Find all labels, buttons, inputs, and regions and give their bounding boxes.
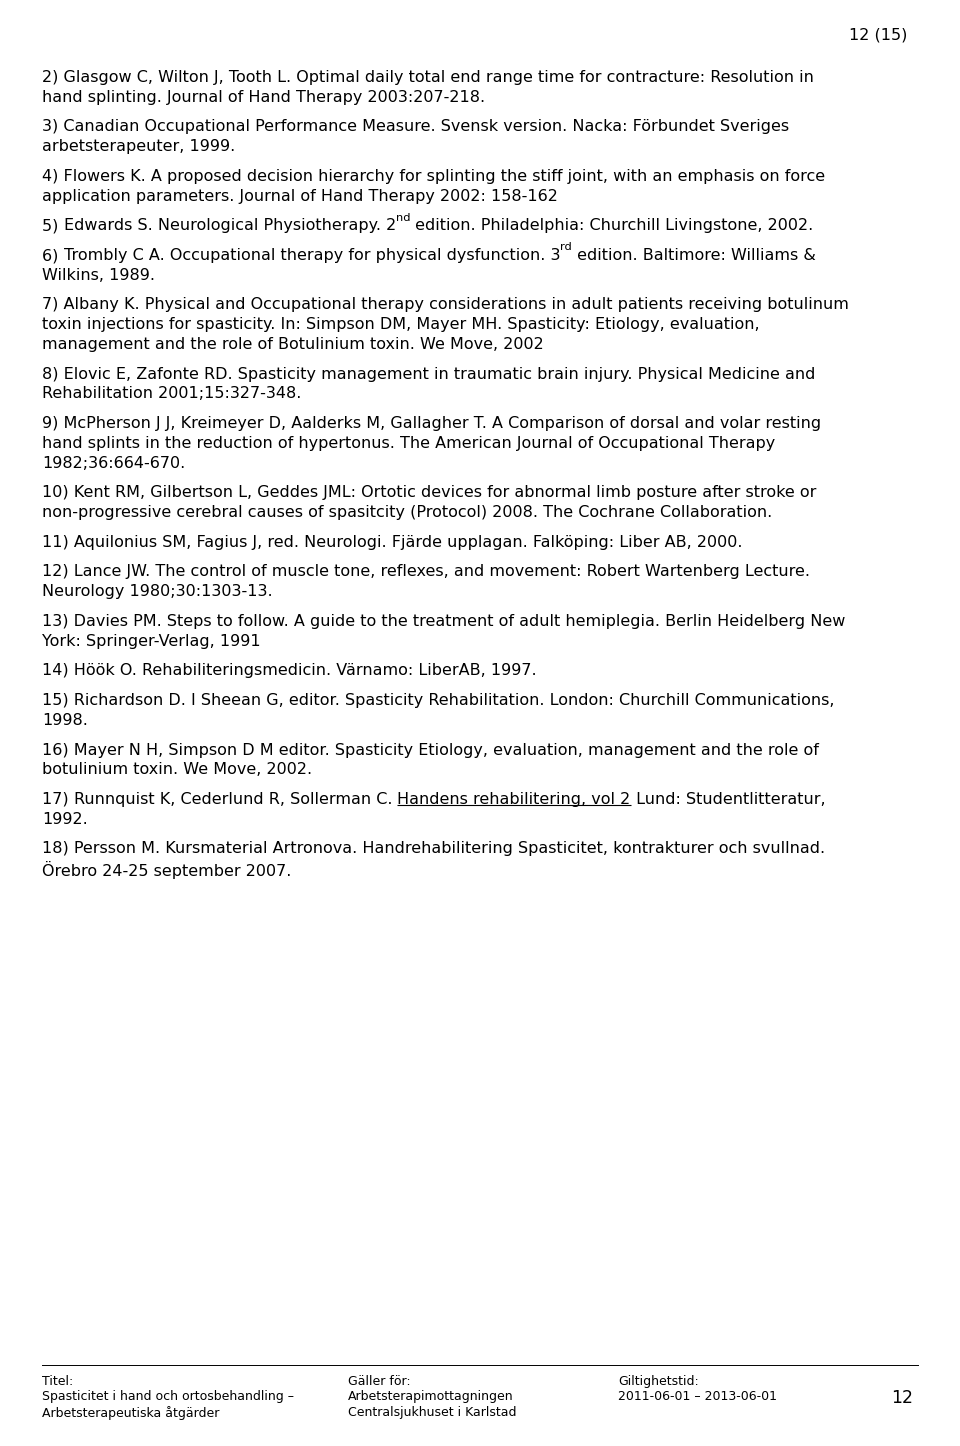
Text: 3) Canadian Occupational Performance Measure. Svensk version. Nacka: Förbundet S: 3) Canadian Occupational Performance Mea… xyxy=(42,120,789,134)
Text: 10) Kent RM, Gilbertson L, Geddes JML: Ortotic devices for abnormal limb posture: 10) Kent RM, Gilbertson L, Geddes JML: O… xyxy=(42,486,816,500)
Text: Edwards S. Neurological Physiotherapy. 2: Edwards S. Neurological Physiotherapy. 2 xyxy=(63,218,396,233)
Text: 2) Glasgow C, Wilton J, Tooth L. Optimal daily total end range time for contract: 2) Glasgow C, Wilton J, Tooth L. Optimal… xyxy=(42,69,814,85)
Text: 12: 12 xyxy=(891,1390,913,1407)
Text: 4) Flowers K. A proposed decision hierarchy for splinting the stiff joint, with : 4) Flowers K. A proposed decision hierar… xyxy=(42,169,826,184)
Text: 13) Davies PM. Steps to follow. A guide to the treatment of adult hemiplegia. Be: 13) Davies PM. Steps to follow. A guide … xyxy=(42,615,846,629)
Text: 12 (15): 12 (15) xyxy=(849,27,907,43)
Text: Giltighetstid:: Giltighetstid: xyxy=(618,1375,699,1388)
Text: 2011-06-01 – 2013-06-01: 2011-06-01 – 2013-06-01 xyxy=(618,1390,777,1403)
Text: 18) Persson M. Kursmaterial Artronova. Handrehabilitering Spasticitet, kontraktu: 18) Persson M. Kursmaterial Artronova. H… xyxy=(42,842,826,856)
Text: application parameters. Journal of Hand Therapy 2002: 158-162: application parameters. Journal of Hand … xyxy=(42,188,558,204)
Text: Rehabilitation 2001;15:327-348.: Rehabilitation 2001;15:327-348. xyxy=(42,386,301,402)
Text: arbetsterapeuter, 1999.: arbetsterapeuter, 1999. xyxy=(42,139,235,155)
Text: Runnquist K, Cederlund R, Sollerman C.: Runnquist K, Cederlund R, Sollerman C. xyxy=(74,792,397,807)
Text: 17): 17) xyxy=(42,792,74,807)
Text: non-progressive cerebral causes of spasitcity (Protocol) 2008. The Cochrane Coll: non-progressive cerebral causes of spasi… xyxy=(42,505,772,521)
Text: Handens rehabilitering, vol 2: Handens rehabilitering, vol 2 xyxy=(397,792,631,807)
Text: 14) Höök O. Rehabiliteringsmedicin. Värnamo: LiberAB, 1997.: 14) Höök O. Rehabiliteringsmedicin. Värn… xyxy=(42,664,537,678)
Text: 1998.: 1998. xyxy=(42,713,88,727)
Text: edition. Philadelphia: Churchill Livingstone, 2002.: edition. Philadelphia: Churchill Livings… xyxy=(410,218,813,233)
Text: Arbetsterapeutiska åtgärder: Arbetsterapeutiska åtgärder xyxy=(42,1406,220,1420)
Text: 11) Aquilonius SM, Fagius J, red. Neurologi. Fjärde upplagan. Falköping: Liber A: 11) Aquilonius SM, Fagius J, red. Neurol… xyxy=(42,535,742,549)
Text: 7) Albany K. Physical and Occupational therapy considerations in adult patients : 7) Albany K. Physical and Occupational t… xyxy=(42,298,849,312)
Text: botulinium toxin. We Move, 2002.: botulinium toxin. We Move, 2002. xyxy=(42,762,312,778)
Text: hand splinting. Journal of Hand Therapy 2003:207-218.: hand splinting. Journal of Hand Therapy … xyxy=(42,90,485,104)
Text: Wilkins, 1989.: Wilkins, 1989. xyxy=(42,268,155,283)
Text: Neurology 1980;30:1303-13.: Neurology 1980;30:1303-13. xyxy=(42,584,273,599)
Text: edition. Baltimore: Williams &: edition. Baltimore: Williams & xyxy=(572,249,816,263)
Text: 12) Lance JW. The control of muscle tone, reflexes, and movement: Robert Wartenb: 12) Lance JW. The control of muscle tone… xyxy=(42,564,810,580)
Text: 15) Richardson D. I Sheean G, editor. Spasticity Rehabilitation. London: Churchi: 15) Richardson D. I Sheean G, editor. Sp… xyxy=(42,693,834,709)
Text: hand splints in the reduction of hypertonus. The American Journal of Occupationa: hand splints in the reduction of hyperto… xyxy=(42,435,776,451)
Text: 16) Mayer N H, Simpson D M editor. Spasticity Etiology, evaluation, management a: 16) Mayer N H, Simpson D M editor. Spast… xyxy=(42,742,819,758)
Text: 1982;36:664-670.: 1982;36:664-670. xyxy=(42,455,185,471)
Text: nd: nd xyxy=(396,213,410,223)
Text: York: Springer-Verlag, 1991: York: Springer-Verlag, 1991 xyxy=(42,633,260,649)
Text: Trombly C A. Occupational therapy for physical dysfunction. 3: Trombly C A. Occupational therapy for ph… xyxy=(63,249,560,263)
Text: 8) Elovic E, Zafonte RD. Spasticity management in traumatic brain injury. Physic: 8) Elovic E, Zafonte RD. Spasticity mana… xyxy=(42,367,815,382)
Text: 5): 5) xyxy=(42,218,63,233)
Text: 1992.: 1992. xyxy=(42,811,87,827)
Text: management and the role of Botulinium toxin. We Move, 2002: management and the role of Botulinium to… xyxy=(42,337,543,351)
Text: toxin injections for spasticity. In: Simpson DM, Mayer MH. Spasticity: Etiology,: toxin injections for spasticity. In: Sim… xyxy=(42,317,759,333)
Text: Örebro 24-25 september 2007.: Örebro 24-25 september 2007. xyxy=(42,862,292,879)
Text: Spasticitet i hand och ortosbehandling –: Spasticitet i hand och ortosbehandling – xyxy=(42,1390,294,1403)
Text: Gäller för:: Gäller för: xyxy=(348,1375,411,1388)
Text: rd: rd xyxy=(560,243,572,252)
Text: 6): 6) xyxy=(42,249,63,263)
Text: Titel:: Titel: xyxy=(42,1375,73,1388)
Text: 9) McPherson J J, Kreimeyer D, Aalderks M, Gallagher T. A Comparison of dorsal a: 9) McPherson J J, Kreimeyer D, Aalderks … xyxy=(42,416,821,431)
Text: Lund: Studentlitteratur,: Lund: Studentlitteratur, xyxy=(631,792,826,807)
Text: Arbetsterapimottagningen: Arbetsterapimottagningen xyxy=(348,1390,514,1403)
Text: Centralsjukhuset i Karlstad: Centralsjukhuset i Karlstad xyxy=(348,1406,516,1419)
